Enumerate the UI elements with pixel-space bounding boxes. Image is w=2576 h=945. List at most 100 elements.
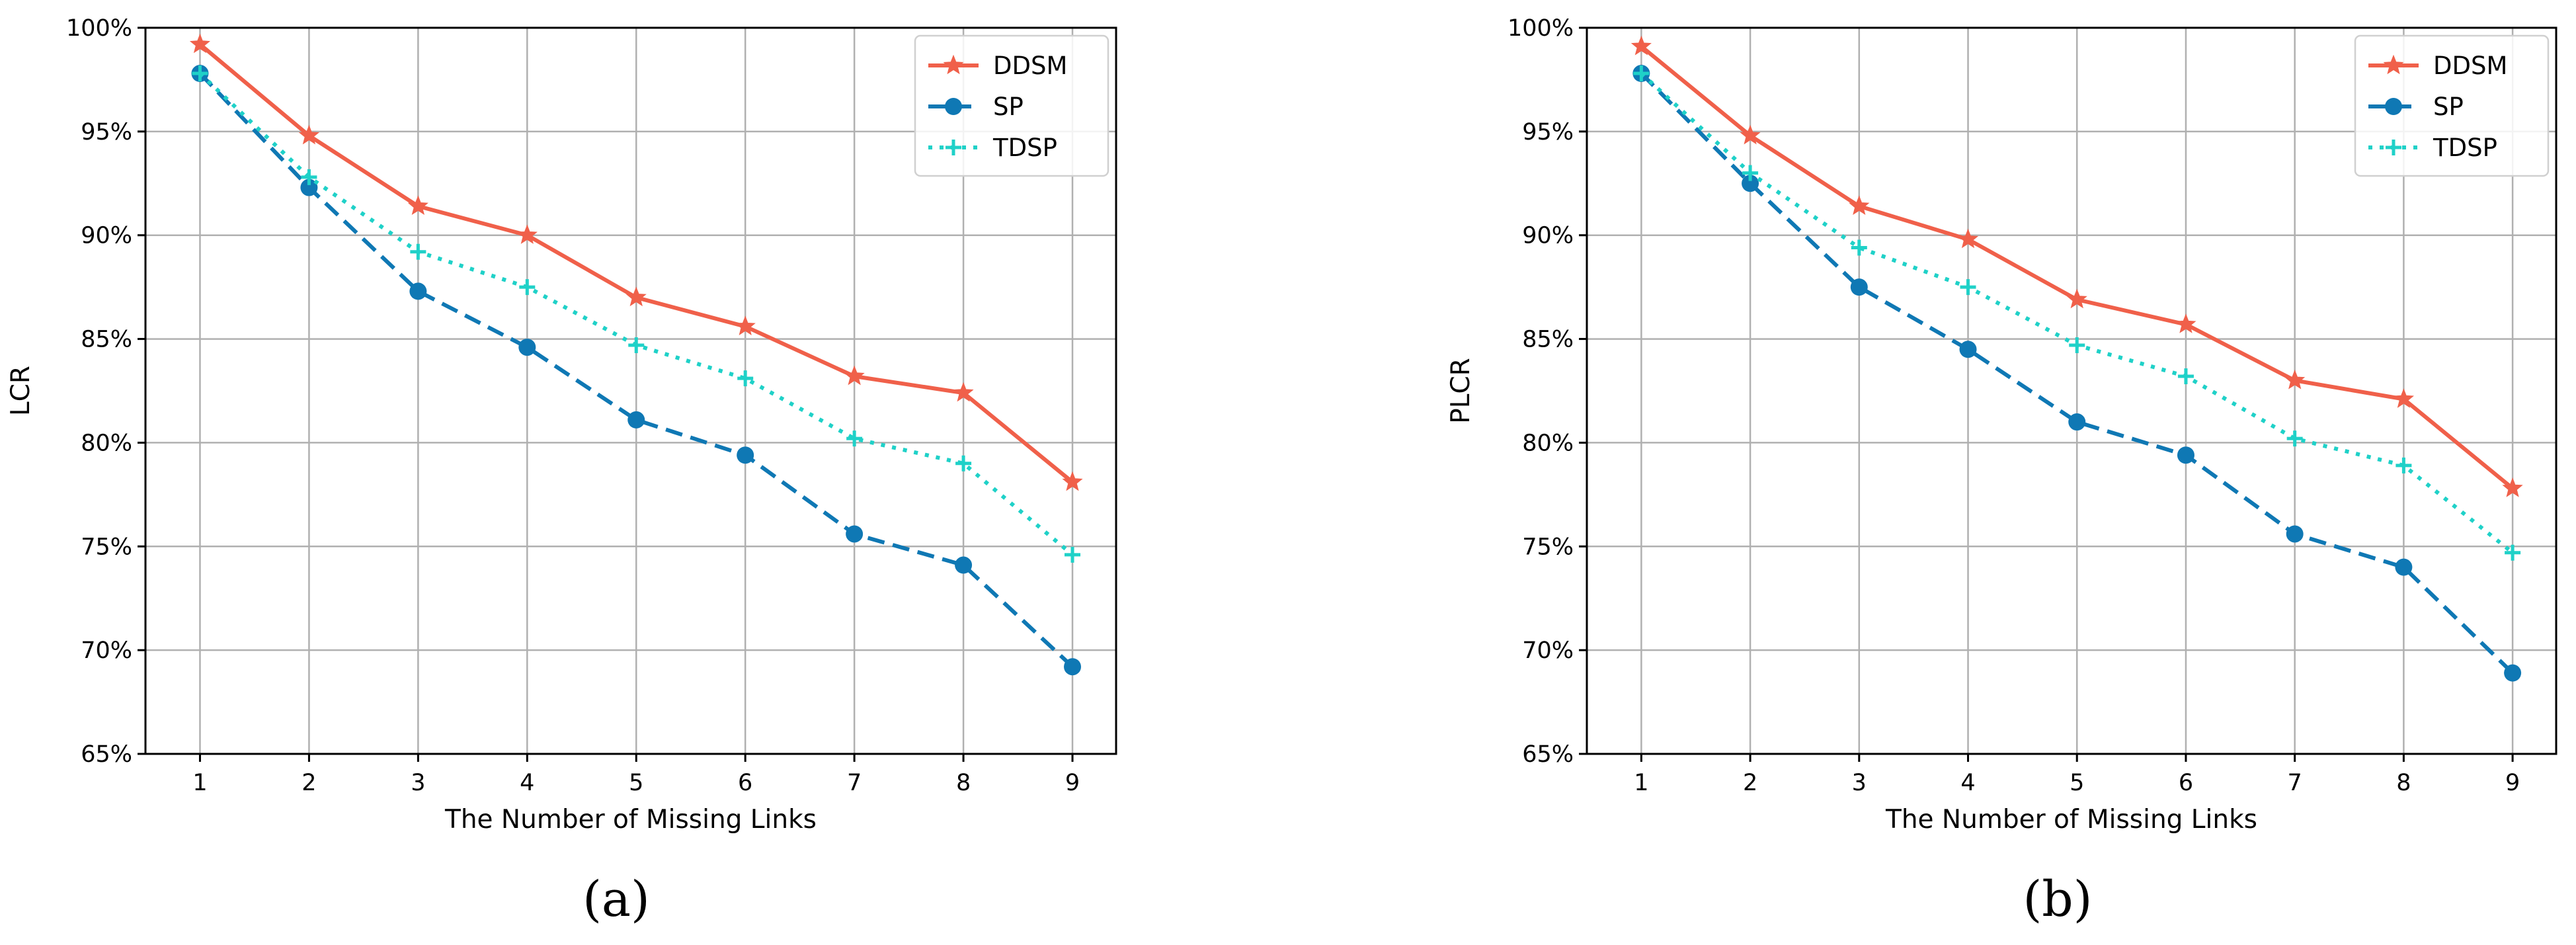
data-point-tdsp [737,370,754,387]
y-tick-label: 65% [81,741,132,768]
x-tick-label: 8 [2396,770,2411,796]
series-ddsm [189,33,1083,491]
chart-panel-a: 1 2 3 4 5 6 7 8 9 100% 95% 90% 85% 80% 75% 70% 65% The Nu… [6,15,1117,928]
data-point-ddsm [1958,228,1979,249]
data-point-sp [1742,175,1759,192]
x-tick-label: 9 [2505,770,2520,796]
legend-box [2354,34,2550,177]
data-point-tdsp [2505,544,2521,561]
data-point-ddsm [298,124,320,145]
series-line-sp [198,71,1074,669]
data-point-sp [300,179,318,196]
legend-label-tdsp: TDSP [2433,134,2497,162]
data-point-tdsp [2395,457,2412,473]
data-point-sp [1850,278,1868,296]
x-tick-label: 5 [629,770,643,796]
data-point-sp [2177,446,2194,464]
plot-frame [1586,26,2557,755]
data-point-ddsm [2502,477,2523,497]
x-tick-label: 7 [847,770,862,796]
legend-box [914,34,1109,177]
x-tick-label: 5 [2070,770,2084,796]
y-tick-label: 100% [66,15,132,42]
star-marker-icon [943,54,964,75]
data-point-tdsp [846,431,863,447]
data-point-tdsp [410,243,426,260]
data-point-tdsp [1742,165,1759,181]
data-point-ddsm [844,365,865,386]
data-point-ddsm [1740,124,1761,145]
y-tick-label: 70% [1522,637,1574,664]
x-tick-label: 3 [411,770,425,796]
x-tick-label: 7 [2288,770,2302,796]
data-point-sp [627,411,645,429]
data-point-ddsm [2175,313,2196,333]
y-tick-label: 90% [1522,223,1574,249]
data-point-sp [1064,658,1082,676]
circle-marker-icon [2385,98,2402,115]
data-point-tdsp [1065,546,1081,563]
data-point-sp [737,446,754,464]
y-tick-label: 65% [1522,741,1574,768]
series-ddsm [1630,35,2523,497]
x-tick-label: 9 [1065,770,1080,796]
y-tick-label: 95% [1522,119,1574,145]
data-point-sp [2068,413,2086,431]
legend-label-ddsm: DDSM [993,52,1067,80]
y-tick-label: 80% [81,430,132,456]
data-point-tdsp [2286,431,2303,447]
data-point-sp [518,339,536,356]
plus-marker-icon [2386,140,2401,155]
data-point-sp [846,525,864,543]
x-tick-label: 4 [1960,770,1975,796]
x-tick-label: 2 [302,770,316,796]
legend: DDSM SP TDSP [2354,34,2550,177]
data-point-sp [409,282,427,300]
series-sp [191,65,1082,676]
data-point-ddsm [516,224,538,244]
data-point-tdsp [192,65,208,82]
data-point-ddsm [2393,388,2415,408]
legend-label-sp: SP [2433,93,2464,121]
y-tick-label: 100% [1508,15,1574,42]
star-marker-icon [2383,54,2404,75]
data-point-sp [955,556,973,574]
x-tick-label: 2 [1743,770,1757,796]
data-point-ddsm [1849,195,1870,216]
data-point-tdsp [955,455,972,472]
data-point-tdsp [1633,65,1650,82]
legend-label-sp: SP [993,93,1024,121]
chart-panel-b: 1 2 3 4 5 6 7 8 9 100% 95% 90% 85% 80% 75% 70% 65% The Nu… [1446,15,2557,928]
y-tick-label: 70% [81,637,132,664]
data-point-sp [2504,664,2522,682]
data-point-tdsp [2069,337,2085,353]
data-point-sp [2395,558,2413,576]
x-tick-label: 3 [1852,770,1867,796]
data-point-tdsp [301,169,317,185]
y-tick-label: 85% [81,327,132,353]
data-point-ddsm [189,33,210,54]
series-line-sp [1640,71,2515,675]
y-axis-label: PLCR [1446,358,1476,424]
data-point-ddsm [2284,369,2306,390]
x-tick-label: 1 [192,770,207,796]
x-tick-label: 4 [520,770,534,796]
panel-caption: (b) [2023,871,2092,928]
data-point-tdsp [1851,239,1867,256]
x-tick-label: 6 [2179,770,2193,796]
data-point-tdsp [1960,279,1976,296]
x-tick-label: 8 [956,770,971,796]
legend-label-tdsp: TDSP [992,134,1057,162]
data-point-tdsp [628,337,645,353]
y-tick-label: 90% [81,223,132,249]
legend: DDSM SP TDSP [914,34,1109,177]
data-point-ddsm [1062,471,1083,491]
series-tdsp [1633,65,2521,561]
x-tick-label: 1 [1634,770,1648,796]
y-tick-label: 75% [81,534,132,560]
data-point-sp [2286,525,2304,543]
data-point-ddsm [1630,35,1652,56]
y-axis-label: LCR [6,366,36,416]
plus-marker-icon [946,140,961,155]
